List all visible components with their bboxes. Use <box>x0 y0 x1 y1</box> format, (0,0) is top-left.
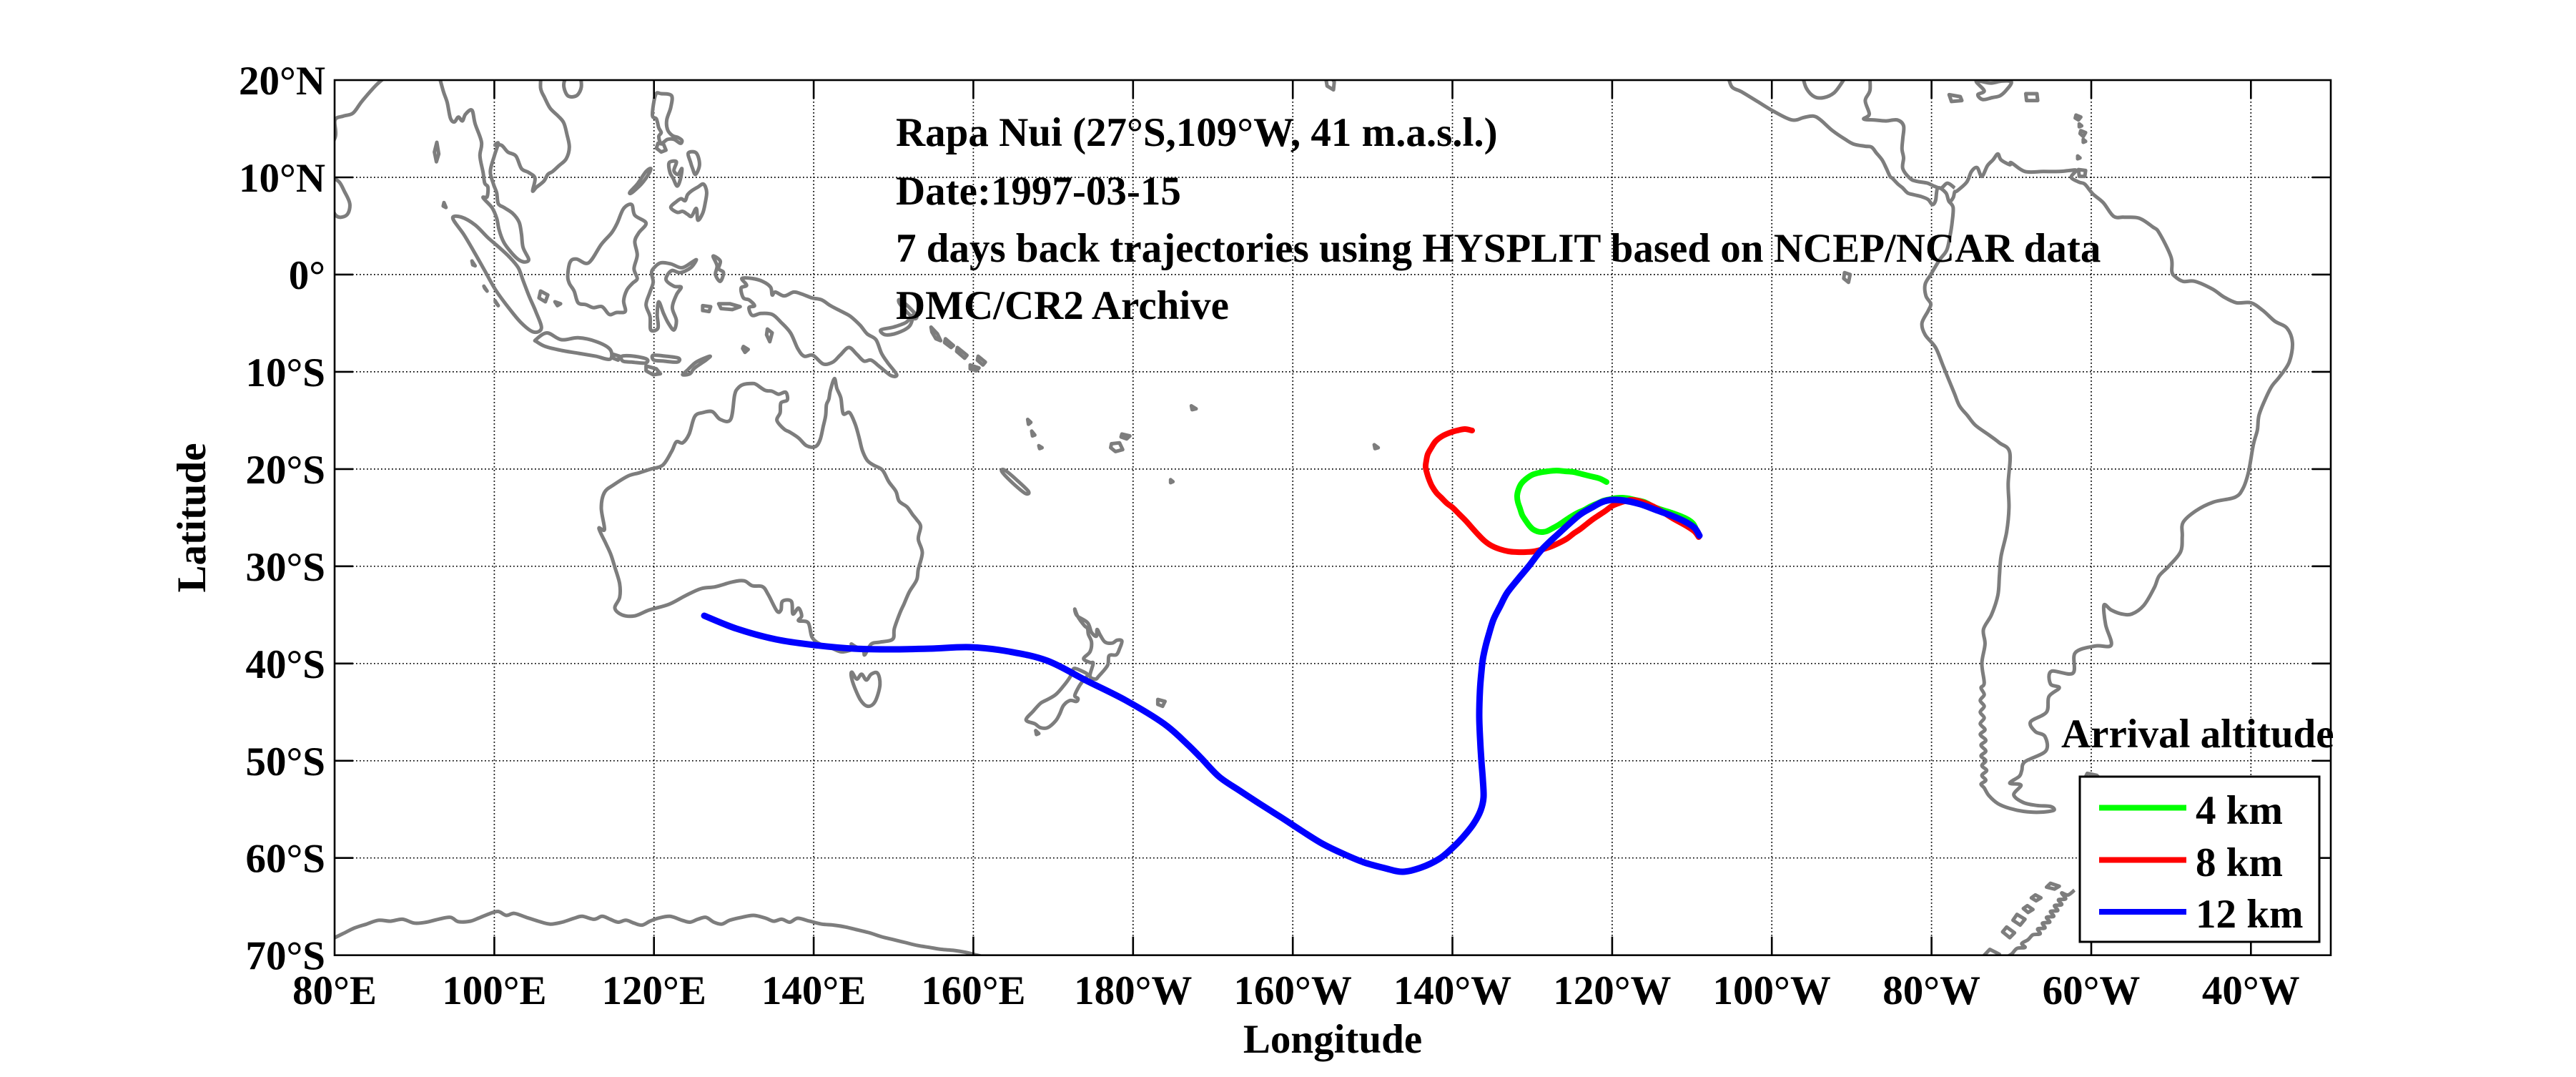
svg-text:100°W: 100°W <box>1713 968 1831 1013</box>
svg-text:40°S: 40°S <box>246 642 326 687</box>
svg-text:10°N: 10°N <box>239 156 325 201</box>
svg-text:8 km: 8 km <box>2196 840 2283 885</box>
svg-text:180°W: 180°W <box>1074 968 1192 1013</box>
svg-text:4 km: 4 km <box>2196 788 2283 833</box>
svg-text:160°E: 160°E <box>921 968 1025 1013</box>
svg-text:Rapa Nui (27°S,109°W, 41 m.a.s: Rapa Nui (27°S,109°W, 41 m.a.s.l.) <box>896 110 1498 155</box>
svg-text:30°S: 30°S <box>246 545 326 590</box>
svg-text:120°W: 120°W <box>1553 968 1671 1013</box>
svg-text:50°S: 50°S <box>246 739 326 785</box>
svg-text:20°S: 20°S <box>246 448 326 493</box>
svg-text:10°S: 10°S <box>246 350 326 395</box>
svg-text:100°E: 100°E <box>442 968 546 1013</box>
svg-text:Longitude: Longitude <box>1243 1017 1422 1062</box>
svg-text:DMC/CR2 Archive: DMC/CR2 Archive <box>896 283 1229 328</box>
svg-text:60°S: 60°S <box>246 837 326 882</box>
svg-text:80°W: 80°W <box>1882 968 1980 1013</box>
svg-text:Date:1997-03-15: Date:1997-03-15 <box>896 169 1181 214</box>
svg-text:160°W: 160°W <box>1234 968 1352 1013</box>
svg-text:80°E: 80°E <box>292 968 377 1013</box>
svg-text:Arrival altitude: Arrival altitude <box>2061 712 2334 757</box>
svg-text:12 km: 12 km <box>2196 892 2303 937</box>
svg-text:140°W: 140°W <box>1393 968 1511 1013</box>
svg-text:140°E: 140°E <box>761 968 866 1013</box>
svg-text:20°N: 20°N <box>239 59 325 104</box>
svg-text:60°W: 60°W <box>2043 968 2141 1013</box>
svg-text:Latitude: Latitude <box>169 443 214 592</box>
svg-text:70°S: 70°S <box>246 934 326 979</box>
svg-text:0°: 0° <box>289 253 325 298</box>
svg-text:7 days back trajectories using: 7 days back trajectories using HYSPLIT b… <box>896 226 2101 271</box>
svg-text:40°W: 40°W <box>2202 968 2300 1013</box>
svg-text:120°E: 120°E <box>602 968 706 1013</box>
